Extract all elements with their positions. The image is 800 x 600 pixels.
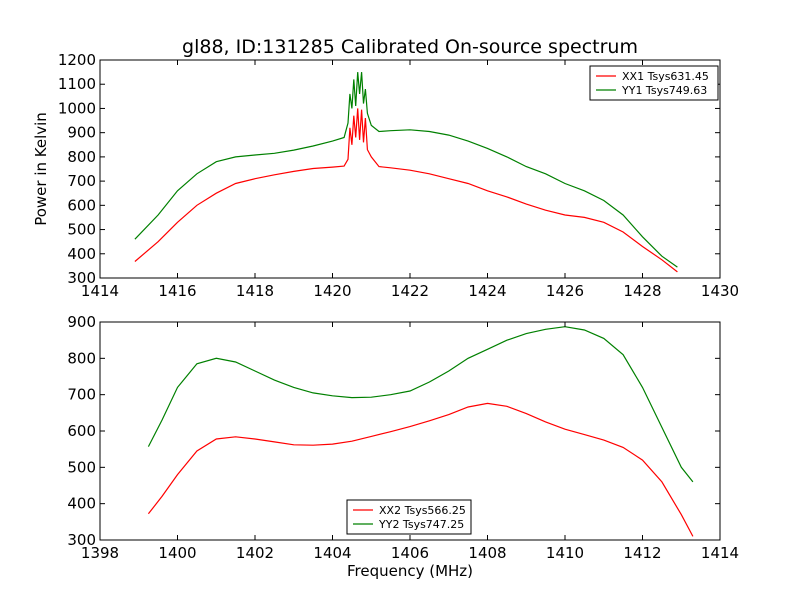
y-axis-label: Power in Kelvin <box>32 112 50 226</box>
y-tick-label: 500 <box>67 458 96 476</box>
legend-box <box>346 499 472 535</box>
legend-entry: XX1 Tsys631.45 <box>622 70 709 83</box>
y-tick-label: 800 <box>67 349 96 367</box>
x-tick-label: 1424 <box>468 282 506 300</box>
x-tick-label: 1398 <box>81 544 119 562</box>
x-tick-label: 1406 <box>391 544 429 562</box>
series-line-yy1 <box>134 72 678 268</box>
y-tick-label: 400 <box>67 495 96 513</box>
y-tick-label: 600 <box>67 196 96 214</box>
y-tick-label: 500 <box>67 221 96 239</box>
x-tick-label: 1422 <box>391 282 429 300</box>
x-tick-label: 1428 <box>623 282 661 300</box>
y-tick-label: 700 <box>67 386 96 404</box>
x-tick-label: 1414 <box>81 282 119 300</box>
x-tick-label: 1404 <box>313 544 351 562</box>
y-tick-label: 300 <box>67 269 96 287</box>
x-tick-label: 1408 <box>468 544 506 562</box>
y-tick-label: 900 <box>67 313 96 331</box>
legend-box <box>589 65 719 101</box>
top-panel: 1414 1416 1418 1420 1422 1424 1426 1428 1430 300 4… <box>58 51 739 300</box>
y-tick-label: 1000 <box>58 99 96 117</box>
series-line-xx2 <box>147 402 694 537</box>
y-tick-label: 1100 <box>58 75 96 93</box>
x-tick-label: 1426 <box>546 282 584 300</box>
legend-entry: XX2 Tsys566.25 <box>379 504 466 517</box>
x-axis-label: Frequency (MHz) <box>347 562 473 580</box>
series-line-xx1 <box>134 108 678 273</box>
x-tick-label: 1430 <box>701 282 739 300</box>
y-tick-label: 400 <box>67 245 96 263</box>
x-tick-label: 1420 <box>313 282 351 300</box>
legend-entry: YY1 Tsys749.63 <box>621 84 707 97</box>
series-line-yy2 <box>147 326 694 483</box>
x-tick-label: 1416 <box>158 282 196 300</box>
x-tick-label: 1400 <box>158 544 196 562</box>
y-tick-label: 600 <box>67 422 96 440</box>
x-tick-label: 1412 <box>623 544 661 562</box>
y-tick-label: 800 <box>67 148 96 166</box>
x-tick-label: 1418 <box>236 282 274 300</box>
bottom-panel: 1398 1400 1402 1404 1406 1408 1410 1412 1414 300 4… <box>67 313 739 562</box>
x-tick-label: 1402 <box>236 544 274 562</box>
x-tick-label: 1414 <box>701 544 739 562</box>
y-tick-label: 900 <box>67 124 96 142</box>
y-tick-label: 700 <box>67 172 96 190</box>
x-tick-label: 1410 <box>546 544 584 562</box>
chart-title: gl88, ID:131285 Calibrated On-source spe… <box>182 36 638 58</box>
legend-entry: YY2 Tsys747.25 <box>378 518 464 531</box>
y-tick-label: 300 <box>67 531 96 549</box>
y-tick-label: 1200 <box>58 51 96 69</box>
